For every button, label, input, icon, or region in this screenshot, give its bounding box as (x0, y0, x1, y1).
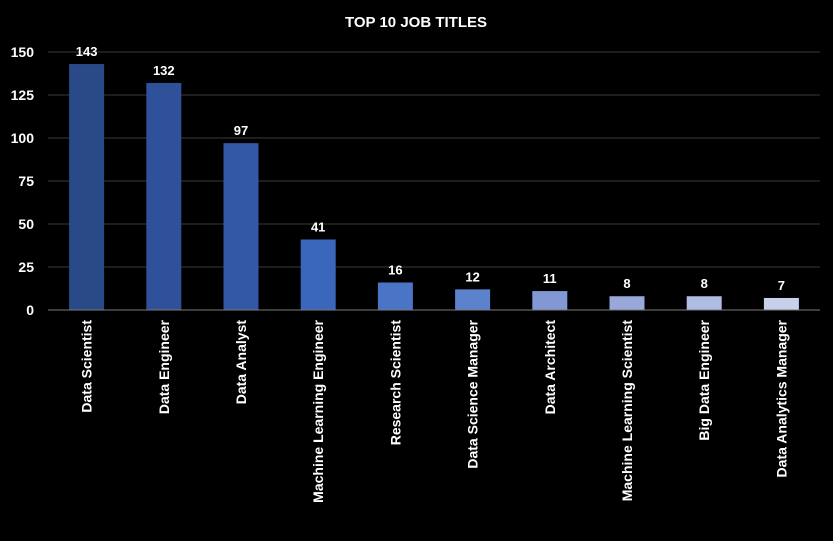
x-category-label: Data Analytics Manager (773, 319, 789, 477)
y-tick-label: 150 (11, 44, 35, 60)
bar (686, 296, 722, 310)
x-category-label: Research Scientist (387, 320, 403, 446)
bar (377, 282, 413, 310)
data-label: 132 (153, 63, 175, 78)
bar (763, 297, 799, 310)
bars (69, 64, 799, 311)
x-category-label: Machine Learning Engineer (310, 319, 326, 502)
data-label: 97 (234, 123, 248, 138)
x-axis-category-labels: Data Scientist Data Engineer Data Analyst M… (79, 319, 790, 502)
data-label: 143 (76, 44, 98, 59)
bar (223, 143, 259, 310)
bar (146, 82, 182, 311)
bar (609, 296, 645, 310)
y-tick-label: 50 (18, 216, 34, 232)
data-label: 8 (623, 276, 630, 291)
x-category-label: Machine Learning Scientist (619, 320, 635, 502)
x-category-label: Data Architect (542, 320, 558, 415)
data-labels: 143 132 97 41 16 12 11 8 8 7 (76, 44, 785, 293)
x-category-label: Data Science Manager (465, 319, 481, 468)
data-label: 11 (543, 271, 557, 286)
y-tick-label: 75 (18, 173, 34, 189)
y-tick-label: 0 (26, 302, 34, 318)
data-label: 41 (311, 219, 325, 234)
x-category-label: Big Data Engineer (696, 319, 712, 440)
bar (69, 64, 105, 310)
data-label: 16 (388, 262, 402, 277)
chart-title: TOP 10 JOB TITLES (345, 14, 487, 31)
y-axis-ticks: 0 25 50 75 100 125 150 (11, 44, 35, 318)
x-category-label: Data Scientist (79, 320, 95, 413)
y-tick-label: 25 (18, 259, 34, 275)
data-label: 12 (465, 269, 479, 284)
bar (455, 289, 491, 310)
bar (532, 291, 568, 310)
data-label: 7 (778, 278, 785, 293)
x-category-label: Data Analyst (233, 320, 249, 405)
bar (300, 239, 336, 310)
y-tick-label: 100 (11, 130, 35, 146)
x-category-label: Data Engineer (156, 319, 172, 414)
data-label: 8 (701, 276, 708, 291)
y-tick-label: 125 (11, 87, 35, 103)
